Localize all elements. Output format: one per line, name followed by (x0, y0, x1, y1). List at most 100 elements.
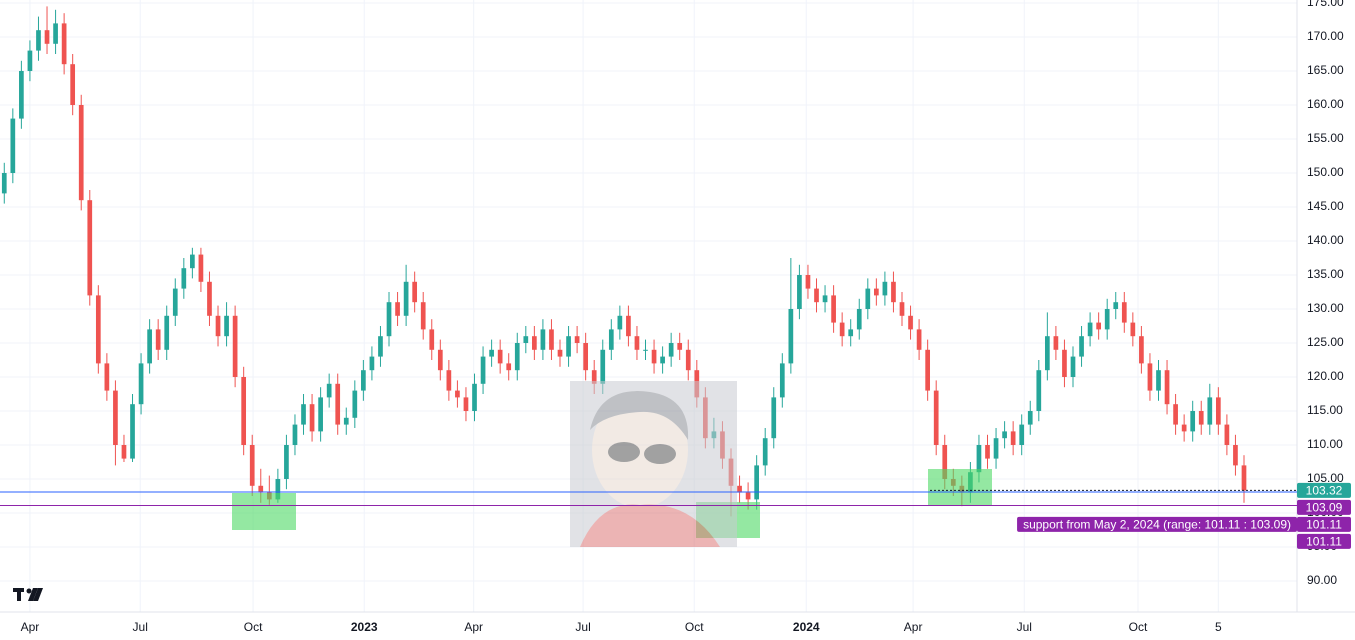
logo-part (33, 588, 43, 601)
candle-body (1130, 322, 1136, 337)
candle-body (121, 444, 127, 459)
candle-body (933, 390, 939, 445)
candle-body (1113, 302, 1119, 309)
zone (232, 493, 296, 530)
price-tag (1297, 482, 1351, 498)
candle-body (309, 404, 315, 432)
candle-body (87, 200, 93, 296)
candle-body (532, 336, 537, 350)
candle-body (1062, 349, 1067, 377)
candle-body (848, 329, 854, 337)
candle-body (797, 274, 802, 309)
candle-body (822, 295, 828, 303)
logo-part (26, 588, 32, 594)
candle-body (155, 329, 161, 350)
candle-body (1079, 336, 1084, 357)
candle-body (249, 444, 255, 486)
candle-body (891, 281, 896, 303)
candle-body (865, 288, 871, 309)
candle-body (420, 302, 426, 330)
candle-body (343, 417, 349, 425)
candle-body (685, 349, 691, 371)
y-tick-label: 140.00 (1307, 233, 1344, 247)
candle-body (78, 104, 84, 201)
candle-body (147, 329, 152, 364)
candle-body (643, 349, 648, 351)
y-tick-label: 155.00 (1307, 131, 1344, 145)
x-tick-label: Apr (904, 620, 923, 634)
candle-body (1198, 410, 1204, 425)
candle-body (1096, 322, 1101, 330)
candle-body (198, 254, 204, 282)
candle-body (1053, 336, 1059, 350)
candle-body (1224, 424, 1230, 445)
y-tick-label: 105.00 (1307, 471, 1344, 485)
y-tick-label: 120.00 (1307, 369, 1344, 383)
candle-body (942, 444, 948, 479)
candle-body (626, 315, 631, 337)
candle-body (207, 281, 212, 316)
candle-body (497, 349, 503, 364)
candle-body (361, 370, 366, 391)
candle-body (1164, 370, 1170, 405)
candle-body (1215, 397, 1221, 425)
candle-body (61, 23, 67, 65)
candle-body (1139, 336, 1144, 364)
candle-body (1010, 431, 1016, 445)
price-tag-label: 103.32 (1306, 484, 1343, 498)
x-tick-label: 2024 (793, 620, 820, 634)
x-tick-label: Jul (575, 620, 590, 634)
x-tick-label: Apr (21, 620, 40, 634)
candle-body (104, 363, 110, 391)
candle-body (908, 315, 913, 330)
candle-body (70, 64, 76, 105)
candle-body (1104, 308, 1110, 330)
candle-body (591, 370, 597, 384)
candle-body (540, 329, 546, 350)
candle-body (326, 383, 332, 398)
y-tick-label: 165.00 (1307, 63, 1344, 77)
candle-body (1027, 410, 1033, 425)
price-tag (1297, 499, 1351, 515)
candle-body (1070, 356, 1076, 377)
photo-face (592, 392, 688, 508)
candle-body (27, 50, 33, 71)
candle-body (831, 295, 836, 323)
candle-body (1, 172, 7, 194)
candle-body (10, 118, 16, 173)
x-tick-label: Apr (464, 620, 483, 634)
candle-body (608, 329, 614, 350)
candle-body (925, 349, 931, 391)
annotation-box (1017, 516, 1297, 532)
logo (13, 588, 43, 601)
candle-body (455, 390, 460, 398)
candle-body (976, 444, 982, 473)
candle-body (181, 268, 187, 289)
candle-body (856, 308, 862, 330)
candle-body (403, 281, 409, 316)
candle-body (172, 288, 178, 316)
candle-body (660, 356, 665, 364)
candle-body (113, 390, 118, 445)
photo-shirt (580, 504, 720, 547)
candle-body (985, 444, 990, 459)
candle-body (899, 302, 905, 316)
candle-body (95, 295, 101, 364)
candle-body (1121, 302, 1127, 323)
candle-body (19, 70, 24, 119)
candle-body (275, 478, 281, 500)
candle-body (874, 288, 879, 296)
y-tick-label: 160.00 (1307, 97, 1344, 111)
candle-body (1002, 431, 1007, 439)
candle-body (138, 363, 144, 405)
candle-body (1156, 370, 1161, 391)
candle-body (164, 315, 170, 350)
price-tag-label: 101.11 (1306, 535, 1342, 549)
candle-body (882, 281, 888, 296)
candle-body (1241, 465, 1247, 491)
price-tag (1297, 533, 1351, 549)
candle-body (779, 363, 785, 398)
candle-body (190, 254, 195, 269)
candle-body (771, 397, 777, 439)
candle-body (916, 329, 922, 350)
